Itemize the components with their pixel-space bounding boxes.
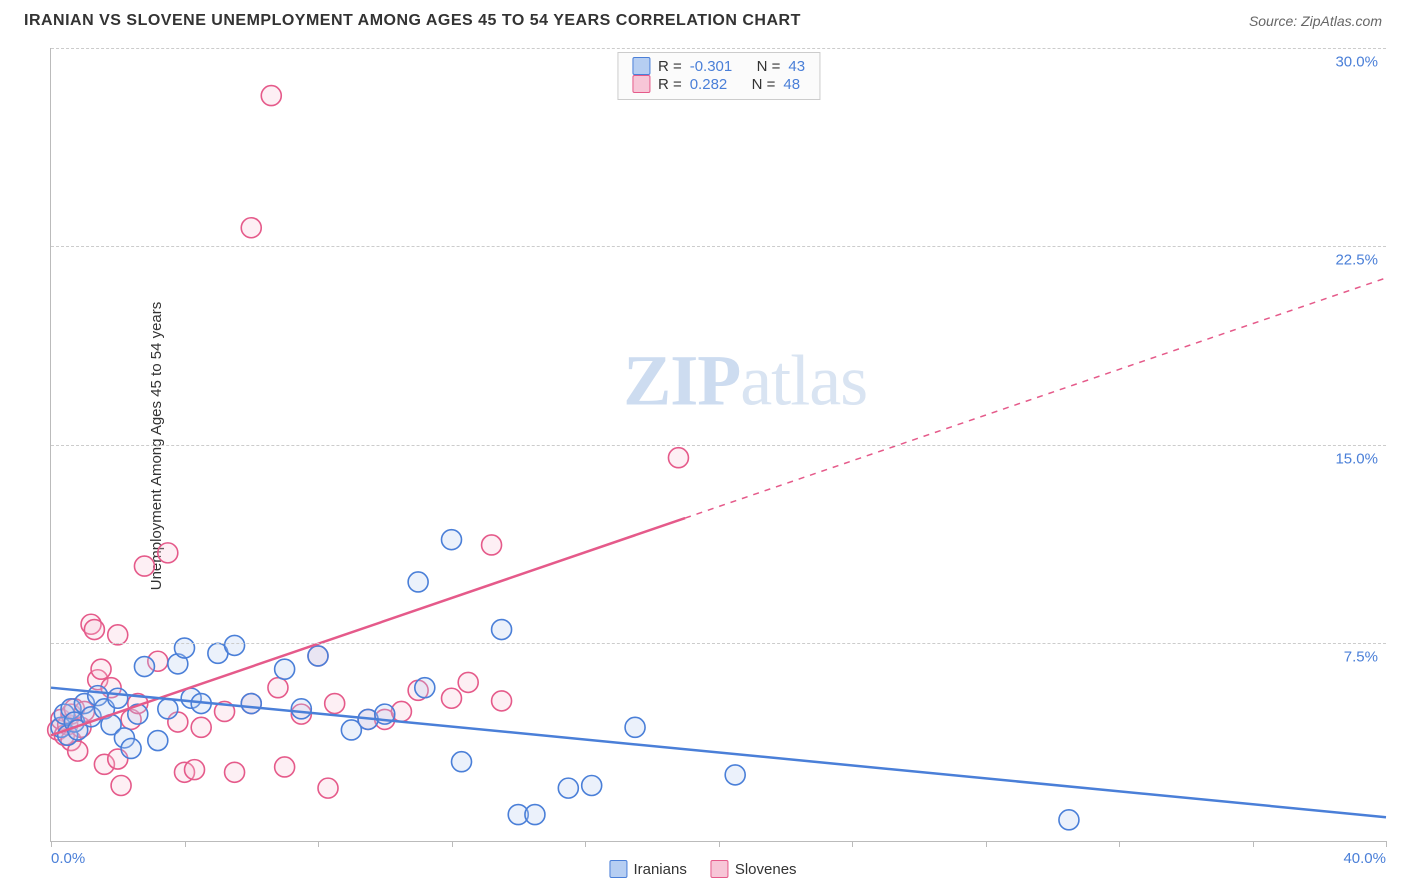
- scatter-point: [558, 778, 578, 798]
- scatter-point: [325, 694, 345, 714]
- x-tick: [585, 841, 586, 847]
- scatter-point: [84, 620, 104, 640]
- stat-n-label: N =: [752, 76, 776, 93]
- x-tick: [51, 841, 52, 847]
- x-tick: [1253, 841, 1254, 847]
- swatch-slovenes: [632, 75, 650, 93]
- swatch-iranians: [632, 57, 650, 75]
- scatter-point: [175, 638, 195, 658]
- chart-title: IRANIAN VS SLOVENE UNEMPLOYMENT AMONG AG…: [24, 12, 801, 30]
- scatter-point: [148, 731, 168, 751]
- y-tick-label: 30.0%: [1335, 54, 1378, 71]
- scatter-point: [452, 752, 472, 772]
- regression-line-extrapolated: [685, 278, 1386, 518]
- stat-r-value: 0.282: [690, 76, 728, 93]
- x-tick: [986, 841, 987, 847]
- stat-n-label: N =: [757, 58, 781, 75]
- x-tick-label-start: 0.0%: [51, 850, 85, 867]
- scatter-point: [91, 659, 111, 679]
- scatter-point: [241, 218, 261, 238]
- scatter-point: [185, 760, 205, 780]
- scatter-point: [261, 86, 281, 106]
- scatter-point: [191, 717, 211, 737]
- scatter-point: [415, 678, 435, 698]
- scatter-point: [492, 620, 512, 640]
- scatter-point: [121, 738, 141, 758]
- scatter-point: [275, 659, 295, 679]
- scatter-point: [111, 775, 131, 795]
- y-tick-label: 15.0%: [1335, 450, 1378, 467]
- scatter-point: [582, 775, 602, 795]
- scatter-point: [442, 530, 462, 550]
- scatter-point: [291, 699, 311, 719]
- x-tick: [852, 841, 853, 847]
- stats-row-iranians: R = -0.301 N = 43: [632, 57, 805, 75]
- scatter-point: [1059, 810, 1079, 830]
- scatter-point: [275, 757, 295, 777]
- stat-n-value: 48: [783, 76, 800, 93]
- stat-r-label: R =: [658, 58, 682, 75]
- scatter-point: [668, 448, 688, 468]
- x-tick: [185, 841, 186, 847]
- chart-plot-area: ZIPatlas R = -0.301 N = 43 R = 0.282 N =…: [50, 48, 1386, 842]
- scatter-point: [225, 635, 245, 655]
- swatch-slovenes: [711, 860, 729, 878]
- scatter-point: [625, 717, 645, 737]
- scatter-point: [268, 678, 288, 698]
- scatter-point: [134, 556, 154, 576]
- stat-n-value: 43: [788, 58, 805, 75]
- stats-row-slovenes: R = 0.282 N = 48: [632, 75, 805, 93]
- stat-r-value: -0.301: [690, 58, 733, 75]
- legend-label: Slovenes: [735, 861, 797, 878]
- scatter-point: [482, 535, 502, 555]
- header: IRANIAN VS SLOVENE UNEMPLOYMENT AMONG AG…: [0, 0, 1406, 38]
- scatter-point: [158, 699, 178, 719]
- scatter-point: [225, 762, 245, 782]
- legend-item-iranians: Iranians: [609, 860, 686, 878]
- scatter-point: [492, 691, 512, 711]
- x-tick: [1386, 841, 1387, 847]
- gridline: [51, 643, 1386, 644]
- x-tick: [1119, 841, 1120, 847]
- swatch-iranians: [609, 860, 627, 878]
- scatter-point: [318, 778, 338, 798]
- y-tick-label: 22.5%: [1335, 252, 1378, 269]
- x-tick: [318, 841, 319, 847]
- scatter-point: [442, 688, 462, 708]
- legend-bottom: Iranians Slovenes: [609, 860, 796, 878]
- regression-line: [51, 688, 1386, 818]
- x-tick: [719, 841, 720, 847]
- scatter-point: [108, 688, 128, 708]
- y-tick-label: 7.5%: [1344, 648, 1378, 665]
- scatter-point: [158, 543, 178, 563]
- x-tick-label-end: 40.0%: [1343, 850, 1386, 867]
- scatter-point: [308, 646, 328, 666]
- legend-item-slovenes: Slovenes: [711, 860, 797, 878]
- gridline: [51, 246, 1386, 247]
- scatter-point: [725, 765, 745, 785]
- source-attribution: Source: ZipAtlas.com: [1249, 13, 1382, 29]
- stat-r-label: R =: [658, 76, 682, 93]
- scatter-point: [408, 572, 428, 592]
- gridline: [51, 48, 1386, 49]
- legend-label: Iranians: [633, 861, 686, 878]
- scatter-point: [241, 694, 261, 714]
- scatter-point: [525, 805, 545, 825]
- x-tick: [452, 841, 453, 847]
- scatter-point: [134, 657, 154, 677]
- scatter-point: [458, 672, 478, 692]
- stats-legend-box: R = -0.301 N = 43 R = 0.282 N = 48: [617, 52, 820, 100]
- gridline: [51, 445, 1386, 446]
- regression-line: [51, 518, 685, 735]
